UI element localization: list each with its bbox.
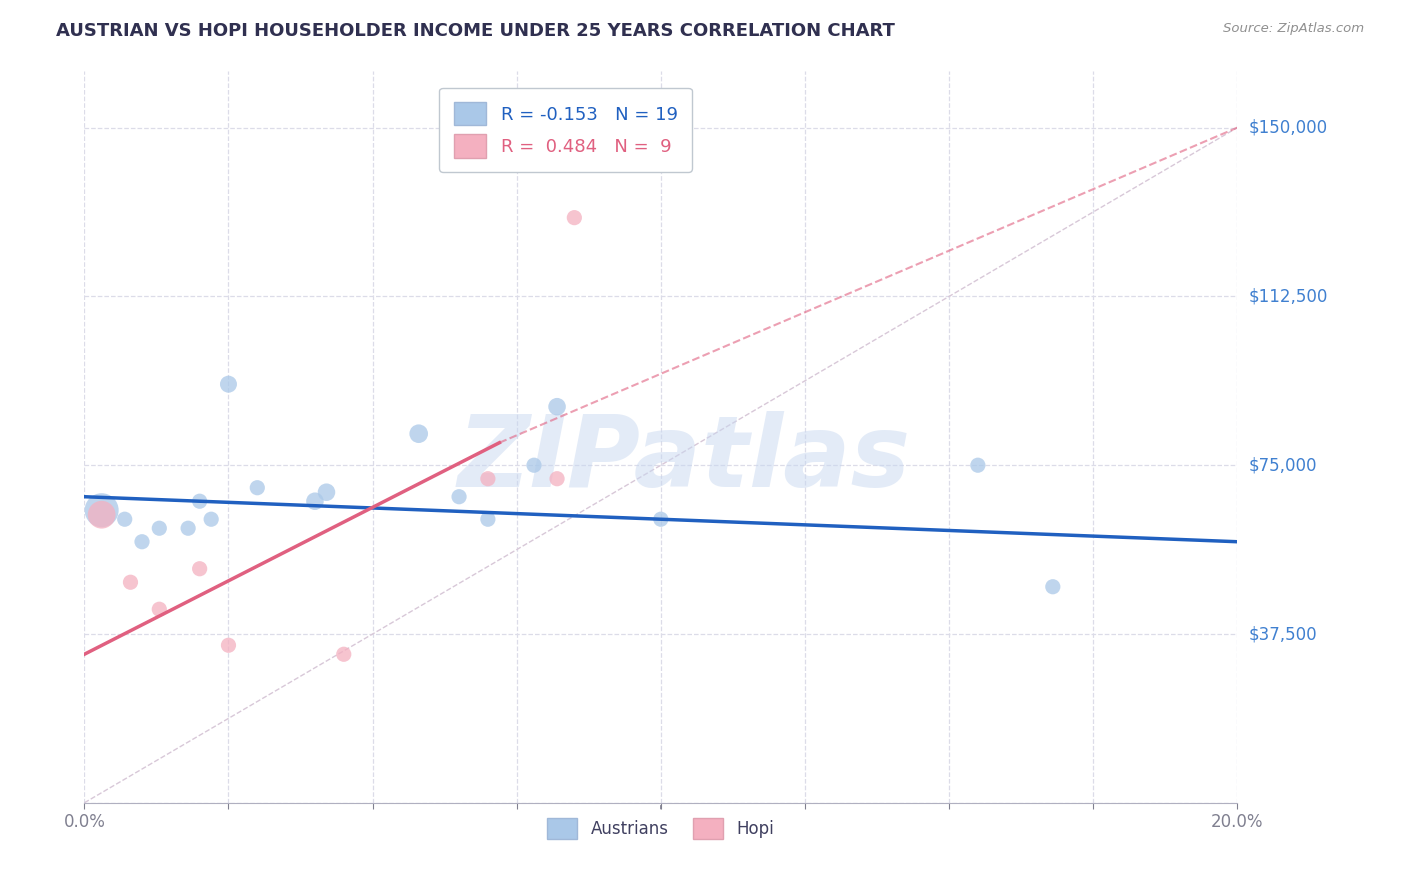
Text: AUSTRIAN VS HOPI HOUSEHOLDER INCOME UNDER 25 YEARS CORRELATION CHART: AUSTRIAN VS HOPI HOUSEHOLDER INCOME UNDE… [56, 22, 896, 40]
Text: $75,000: $75,000 [1249, 456, 1317, 475]
Point [546, 400, 568, 414]
Point [477, 512, 499, 526]
Point [449, 490, 471, 504]
Point [650, 512, 672, 526]
Text: $37,500: $37,500 [1249, 625, 1317, 643]
Point [246, 481, 269, 495]
Point [477, 472, 499, 486]
Point [967, 458, 990, 473]
Point [546, 472, 568, 486]
Text: $112,500: $112,500 [1249, 287, 1327, 305]
Point [1042, 580, 1064, 594]
Point [148, 521, 170, 535]
Point [315, 485, 337, 500]
Point [523, 458, 546, 473]
Legend: Austrians, Hopi: Austrians, Hopi [540, 811, 782, 846]
Point [90, 508, 112, 522]
Point [333, 647, 356, 661]
Point [218, 638, 240, 652]
Point [304, 494, 326, 508]
Point [188, 562, 211, 576]
Point [177, 521, 200, 535]
Point [120, 575, 142, 590]
Point [131, 534, 153, 549]
Text: ZIPatlas: ZIPatlas [457, 410, 911, 508]
Point [114, 512, 136, 526]
Point [188, 494, 211, 508]
Point [218, 377, 240, 392]
Point [90, 503, 112, 517]
Text: Source: ZipAtlas.com: Source: ZipAtlas.com [1223, 22, 1364, 36]
Text: $150,000: $150,000 [1249, 119, 1327, 136]
Point [200, 512, 222, 526]
Point [148, 602, 170, 616]
Point [408, 426, 430, 441]
Point [564, 211, 586, 225]
